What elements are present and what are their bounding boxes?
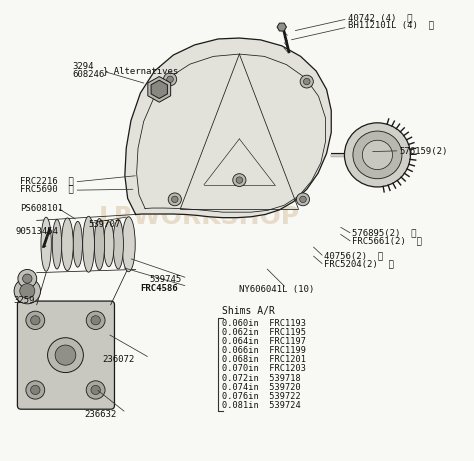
Circle shape (353, 131, 402, 179)
Text: 236072: 236072 (103, 355, 135, 364)
Circle shape (345, 123, 410, 187)
Text: LRWORKSHOP: LRWORKSHOP (99, 205, 300, 229)
Polygon shape (277, 23, 286, 31)
Text: FRC2216  ①: FRC2216 ① (20, 177, 74, 185)
Circle shape (31, 316, 40, 325)
Text: 0.081in  539724: 0.081in 539724 (222, 401, 301, 410)
Polygon shape (148, 77, 171, 102)
Text: 90513454: 90513454 (16, 227, 58, 236)
Circle shape (47, 338, 83, 372)
Circle shape (26, 311, 45, 330)
Ellipse shape (62, 218, 73, 271)
Text: FRC5661(2)  ②: FRC5661(2) ② (353, 236, 422, 246)
Text: 608246: 608246 (72, 70, 104, 79)
Text: 40756(2)  ①: 40756(2) ① (324, 251, 383, 260)
Text: 0.074in  539720: 0.074in 539720 (222, 383, 301, 392)
Circle shape (31, 385, 40, 395)
Circle shape (172, 196, 178, 202)
Circle shape (91, 316, 100, 325)
Circle shape (296, 193, 310, 206)
Text: 539745: 539745 (150, 275, 182, 284)
Circle shape (20, 284, 35, 298)
Text: 40742 (4)  ①: 40742 (4) ① (348, 13, 412, 22)
Circle shape (26, 381, 45, 399)
Ellipse shape (104, 222, 114, 267)
Text: 3259: 3259 (13, 296, 35, 305)
Text: 576895(2)  ①: 576895(2) ① (353, 228, 417, 237)
Text: 576159(2): 576159(2) (400, 147, 448, 156)
Circle shape (362, 140, 392, 170)
Ellipse shape (122, 217, 135, 272)
Ellipse shape (52, 219, 62, 269)
Text: 0.070in  FRC1203: 0.070in FRC1203 (222, 364, 306, 373)
Text: Shims A/R: Shims A/R (222, 306, 275, 316)
Circle shape (55, 345, 76, 365)
Text: BH112101L (4)  ②: BH112101L (4) ② (348, 21, 434, 30)
Ellipse shape (82, 216, 94, 272)
Text: } Alternatives: } Alternatives (103, 66, 178, 76)
Ellipse shape (113, 219, 123, 269)
Circle shape (167, 76, 173, 83)
Circle shape (236, 177, 243, 183)
Circle shape (23, 274, 32, 283)
Text: PS608101: PS608101 (20, 204, 63, 213)
Circle shape (86, 311, 105, 330)
Circle shape (86, 381, 105, 399)
Text: NY606041L (10): NY606041L (10) (239, 284, 315, 294)
Circle shape (18, 269, 36, 288)
Circle shape (233, 174, 246, 187)
Circle shape (168, 193, 182, 206)
Text: 236632: 236632 (84, 410, 116, 419)
Polygon shape (125, 38, 331, 218)
Text: 0.068in  FRC1201: 0.068in FRC1201 (222, 355, 306, 364)
Circle shape (91, 385, 100, 395)
Text: 3294: 3294 (72, 62, 93, 71)
Circle shape (300, 75, 313, 88)
Polygon shape (151, 80, 167, 99)
FancyBboxPatch shape (18, 301, 115, 409)
Text: 539707: 539707 (89, 220, 121, 229)
Text: 0.064in  FRC1197: 0.064in FRC1197 (222, 337, 306, 346)
Ellipse shape (94, 219, 105, 270)
Text: FRC5204(2)  ②: FRC5204(2) ② (324, 260, 394, 268)
Text: 0.076in  539722: 0.076in 539722 (222, 392, 301, 401)
Ellipse shape (41, 217, 51, 271)
Text: 0.060in  FRC1193: 0.060in FRC1193 (222, 319, 306, 328)
Text: 0.072in  539718: 0.072in 539718 (222, 373, 301, 383)
Circle shape (300, 196, 306, 202)
Circle shape (303, 78, 310, 85)
Text: 0.066in  FRC1199: 0.066in FRC1199 (222, 346, 306, 355)
Circle shape (14, 278, 40, 304)
Text: FRC4586: FRC4586 (140, 284, 178, 293)
Circle shape (164, 73, 177, 86)
Text: 0.062in  FRC1195: 0.062in FRC1195 (222, 328, 306, 337)
Ellipse shape (73, 221, 82, 267)
Text: FRC5690  ②: FRC5690 ② (20, 184, 74, 193)
